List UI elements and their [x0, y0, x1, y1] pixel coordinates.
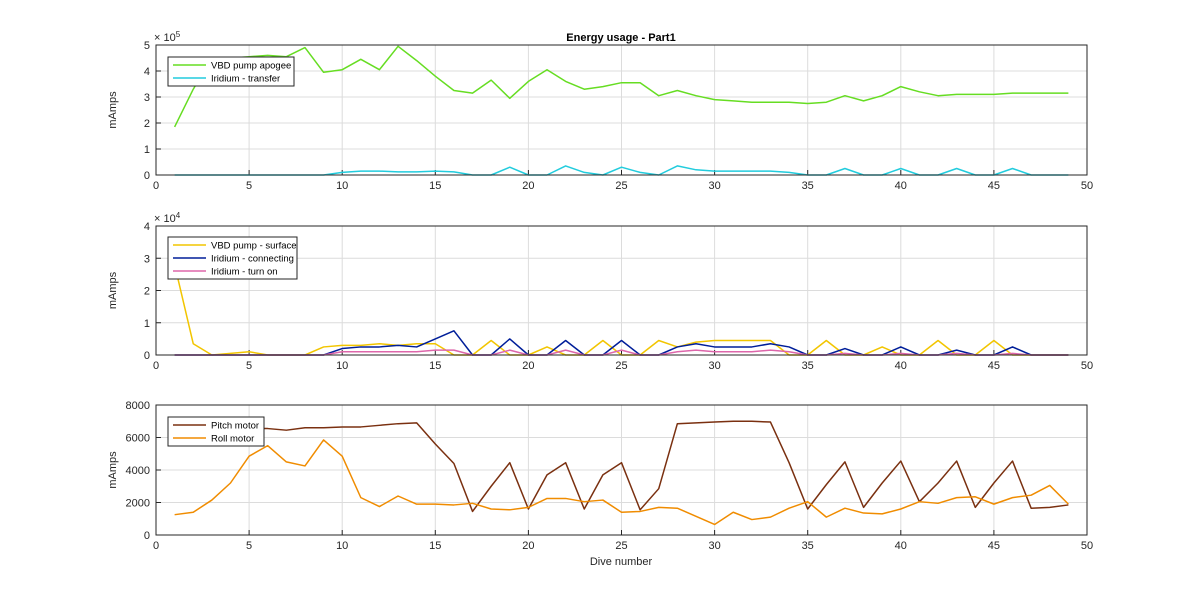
legend-entry: VBD pump apogee: [211, 61, 291, 72]
x-tick-label: 10: [336, 180, 348, 192]
x-tick-label: 30: [708, 360, 720, 372]
y-tick-label: 0: [144, 350, 150, 362]
x-tick-label: 45: [988, 540, 1000, 552]
y-exponent-label: × 104: [154, 211, 181, 225]
legend: VBD pump apogee Iridium - transfer: [167, 56, 295, 87]
x-tick-label: 40: [895, 180, 907, 192]
x-tick-label: 25: [615, 180, 627, 192]
axes-frame: [155, 44, 1088, 176]
y-tick-label: 0: [144, 170, 150, 182]
x-tick-label: 25: [615, 540, 627, 552]
x-tick-label: 0: [153, 540, 159, 552]
x-tick-label: 50: [1081, 540, 1093, 552]
y-tick-label: 2000: [126, 498, 150, 510]
x-tick-label: 50: [1081, 180, 1093, 192]
y-exponent-label: × 105: [154, 30, 181, 44]
x-tick-label: 0: [153, 180, 159, 192]
x-tick-label: 35: [802, 540, 814, 552]
x-tick-label: 10: [336, 360, 348, 372]
axes-frame: [155, 225, 1088, 356]
legend-entry: Iridium - connecting: [211, 254, 294, 265]
x-tick-label: 20: [522, 360, 534, 372]
y-tick-label: 4000: [126, 465, 150, 477]
legend-box: [167, 416, 265, 447]
x-tick-label: 45: [988, 180, 1000, 192]
y-tick-label: 4: [144, 66, 150, 78]
x-tick-label: 5: [246, 360, 252, 372]
legend-box: [167, 56, 295, 87]
x-tick-label: 5: [246, 180, 252, 192]
legend-entry: Roll motor: [211, 434, 254, 445]
y-axis-label: mAmps: [107, 91, 119, 129]
y-tick-label: 0: [144, 530, 150, 542]
y-axis-label: mAmps: [107, 271, 119, 309]
y-tick-label: 4: [144, 221, 150, 233]
chart-title: Energy usage - Part1: [566, 32, 675, 44]
x-tick-label: 45: [988, 360, 1000, 372]
legend: VBD pump - surface Iridium - connecting Ir…: [167, 236, 298, 280]
x-tick-label: 20: [522, 540, 534, 552]
x-tick-label: 40: [895, 360, 907, 372]
y-tick-label: 1: [144, 144, 150, 156]
y-axis-label: mAmps: [107, 451, 119, 489]
x-tick-label: 35: [802, 360, 814, 372]
x-tick-label: 50: [1081, 360, 1093, 372]
x-tick-label: 25: [615, 360, 627, 372]
y-tick-label: 2: [144, 118, 150, 130]
x-tick-label: 0: [153, 360, 159, 372]
x-tick-label: 30: [708, 540, 720, 552]
y-tick-label: 1: [144, 318, 150, 330]
x-axis-label: Dive number: [590, 556, 653, 568]
subplot-3: 0 5 10 15 20 25 30 35 40 45 50 0 2000 4000 6000 8000 mAm…: [107, 400, 1093, 552]
y-tick-label: 3: [144, 92, 150, 104]
y-exponent-value: 4: [176, 211, 181, 220]
y-tick-label: 8000: [126, 400, 150, 412]
y-exponent-value: 5: [176, 30, 181, 39]
x-tick-label: 15: [429, 540, 441, 552]
series-line-vbd-pump-apogee: [173, 45, 1069, 128]
x-tick-label: 5: [246, 540, 252, 552]
series-line-roll-motor: [174, 439, 1069, 526]
legend-entry: Pitch motor: [211, 421, 259, 432]
legend-entry: Iridium - turn on: [211, 267, 278, 278]
legend: Pitch motor Roll motor: [167, 416, 265, 447]
x-tick-label: 15: [429, 360, 441, 372]
y-tick-label: 2: [144, 286, 150, 298]
x-tick-label: 10: [336, 540, 348, 552]
y-tick-label: 6000: [126, 433, 150, 445]
x-tick-label: 20: [522, 180, 534, 192]
x-tick-label: 40: [895, 540, 907, 552]
x-tick-label: 30: [708, 180, 720, 192]
legend-entry: VBD pump - surface: [211, 241, 297, 252]
y-tick-label: 3: [144, 253, 150, 265]
legend-entry: Iridium - transfer: [211, 74, 280, 85]
x-tick-label: 35: [802, 180, 814, 192]
axes-frame: [155, 404, 1088, 536]
y-tick-label: 5: [144, 40, 150, 52]
x-tick-label: 15: [429, 180, 441, 192]
